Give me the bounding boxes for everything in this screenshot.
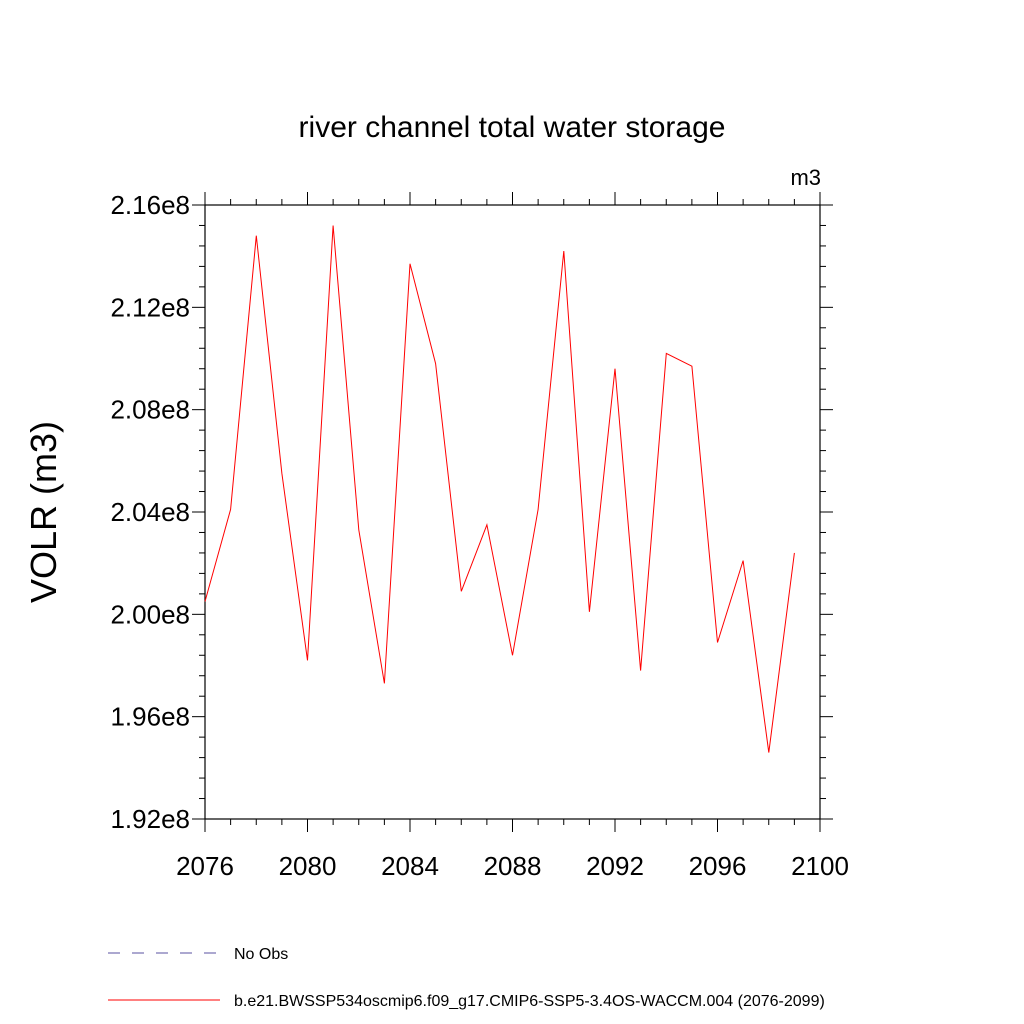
y-tick-label: 1.92e8	[110, 804, 190, 834]
series-layer	[204, 225, 795, 753]
y-tick-label: 2.04e8	[110, 497, 190, 527]
y-tick-label: 1.96e8	[110, 702, 190, 732]
x-tick-label: 2100	[791, 851, 849, 881]
y-tick-label: 2.08e8	[110, 395, 190, 425]
x-tick-label: 2096	[689, 851, 747, 881]
axis-ticks	[192, 192, 833, 832]
x-tick-label: 2084	[381, 851, 439, 881]
x-tick-label: 2080	[279, 851, 337, 881]
y-tick-labels: 1.92e8 1.96e8 2.00e8 2.04e8 2.08e8 2.12e8 2.16…	[110, 190, 190, 834]
units-label: m3	[790, 165, 821, 190]
legend-label-model: b.e21.BWSSP534oscmip6.f09_g17.CMIP6-SSP5…	[234, 993, 825, 1010]
plot-frame	[204, 204, 821, 820]
x-tick-label: 2088	[484, 851, 542, 881]
y-tick-label: 2.12e8	[110, 292, 190, 322]
x-tick-labels: 2076 2080 2084 2088 2092 2096 2100	[176, 851, 849, 881]
x-tick-label: 2076	[176, 851, 234, 881]
y-tick-label: 2.16e8	[110, 190, 190, 220]
series-line	[204, 225, 795, 753]
x-tick-label: 2092	[586, 851, 644, 881]
chart-title: river channel total water storage	[299, 111, 726, 144]
legend: No Obs b.e21.BWSSP534oscmip6.f09_g17.CMI…	[108, 946, 825, 1010]
legend-label-no-obs: No Obs	[234, 946, 288, 963]
y-axis-label: VOLR (m3)	[23, 421, 64, 603]
y-tick-label: 2.00e8	[110, 599, 190, 629]
